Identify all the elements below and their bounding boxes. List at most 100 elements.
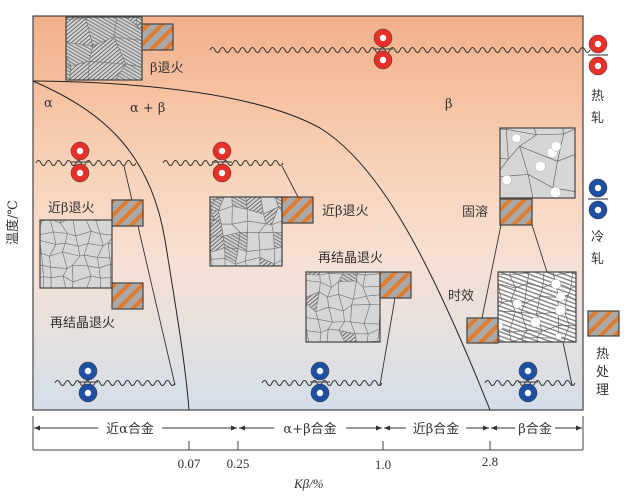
grain (246, 231, 261, 252)
roller-hole (594, 206, 602, 214)
legend-cold-roll-2: 轧 (591, 252, 604, 267)
grain (87, 61, 127, 80)
class-arrow-left-1-head (239, 425, 245, 431)
roller-hole (84, 367, 92, 375)
grain (521, 337, 539, 342)
grain (511, 337, 524, 342)
bimodal-micrograph (209, 196, 283, 267)
legend-hot-roll-bottom-roller-icon (588, 56, 608, 76)
grain (211, 258, 226, 266)
roller-hole (76, 169, 84, 177)
aging-heat-box (466, 317, 499, 344)
hot-roll-beta-top-roller-icon (373, 28, 393, 48)
cold-roll-alpha-beta-top-roller-icon (310, 361, 330, 381)
class-arrow-right-0-head (231, 425, 237, 431)
recrystallize-heat-box-left (111, 282, 144, 310)
micrograph-grains (498, 272, 576, 342)
connector-hot-alpha-beta (281, 165, 299, 198)
grain (114, 63, 142, 80)
class-arrow-right-3-head (576, 425, 582, 431)
grain (326, 328, 346, 342)
grain (135, 17, 142, 26)
precipitate (498, 321, 504, 331)
grain (95, 220, 112, 236)
hot-roll-beta-bottom-roller-icon (373, 50, 393, 70)
connector-aging-cold (562, 341, 573, 386)
grain (563, 294, 576, 312)
x-tick-2.8: 2.8 (482, 454, 498, 469)
recrystallize-anneal-label-mid: 再结晶退火 (318, 251, 383, 266)
micrograph-frame (39, 219, 113, 289)
class-alpha-beta: α+β合金 (283, 421, 336, 437)
class-near-beta: 近β合金 (413, 421, 460, 437)
grain (563, 310, 576, 327)
cold-roll-alpha-beta-bottom-roller-icon (310, 383, 330, 403)
micrograph-grains (210, 197, 282, 266)
cold-roll-near-alpha-bottom-roller-icon (78, 383, 98, 403)
connector-solution-aging-right (531, 224, 548, 273)
class-arrow-left-3-head (491, 425, 497, 431)
recrystallize-heat-box-mid (379, 271, 412, 299)
grain (498, 327, 513, 342)
precipitate (555, 291, 566, 302)
grain (536, 337, 559, 342)
micrograph-grains (40, 220, 112, 288)
grain (69, 60, 90, 80)
micrograph-frame (305, 271, 381, 343)
near-beta-anneal-heat-box-left (111, 199, 144, 227)
grain (237, 231, 248, 252)
hot-rolling-strip-alpha-beta (162, 160, 284, 166)
roller-hole (524, 367, 532, 375)
grain (258, 232, 275, 251)
alpha-beta-region-label: α + β (130, 101, 165, 116)
solution-heat-box (499, 198, 533, 226)
legend-cold-roll-top-roller-icon (588, 178, 608, 198)
aging-micrograph (497, 271, 577, 343)
x-tick-0.07: 0.07 (178, 456, 201, 471)
roller-hole (218, 169, 226, 177)
roller-hole (84, 389, 92, 397)
x-tick-0.25: 0.25 (227, 456, 250, 471)
class-arrow-right-1-head (376, 425, 382, 431)
grain (244, 257, 261, 266)
recrystallized-micrograph-mid (305, 271, 381, 343)
roller-hole (218, 147, 226, 155)
beta-anneal-label: β退火 (150, 61, 184, 76)
cold-roll-beta-bottom-roller-icon (518, 383, 538, 403)
legend-cold-roll-1: 冷 (591, 230, 604, 245)
grain (377, 328, 380, 342)
beta-anneal-heat-box (141, 23, 174, 51)
cold-rolling-strip-near-alpha (54, 380, 176, 386)
connector-recrystallize-mid (379, 297, 396, 386)
cold-rolling-strip-alpha-beta (261, 380, 383, 386)
grain (113, 36, 142, 68)
roller-hole (76, 147, 84, 155)
alpha-region-label: α (44, 96, 53, 111)
grain (234, 260, 248, 266)
grain (306, 330, 322, 342)
grain (587, 123, 621, 151)
roller-hole (379, 56, 387, 64)
near-beta-anneal-label-left: 近β退火 (48, 201, 95, 216)
grain (224, 257, 236, 266)
precipitate (549, 186, 562, 198)
legend-hot-roll-top-roller-icon (588, 34, 608, 54)
precipitate (555, 332, 562, 340)
roller-hole (524, 389, 532, 397)
roller-hole (316, 367, 324, 375)
grain (72, 275, 92, 288)
hot-rolling-strip-beta (209, 47, 591, 53)
roller-hole (594, 40, 602, 48)
precipitate (534, 160, 546, 172)
cold-rolling-strip-beta (484, 380, 576, 386)
micrograph-frame (497, 271, 577, 343)
beta-anneal-micrograph (65, 16, 143, 81)
equiaxed-micrograph-left (39, 219, 113, 289)
grain (557, 128, 575, 162)
grain (366, 294, 380, 305)
legend-heat-treatment-box (587, 310, 620, 337)
precipitate (511, 133, 522, 143)
grain (274, 259, 282, 266)
grain (42, 276, 52, 288)
